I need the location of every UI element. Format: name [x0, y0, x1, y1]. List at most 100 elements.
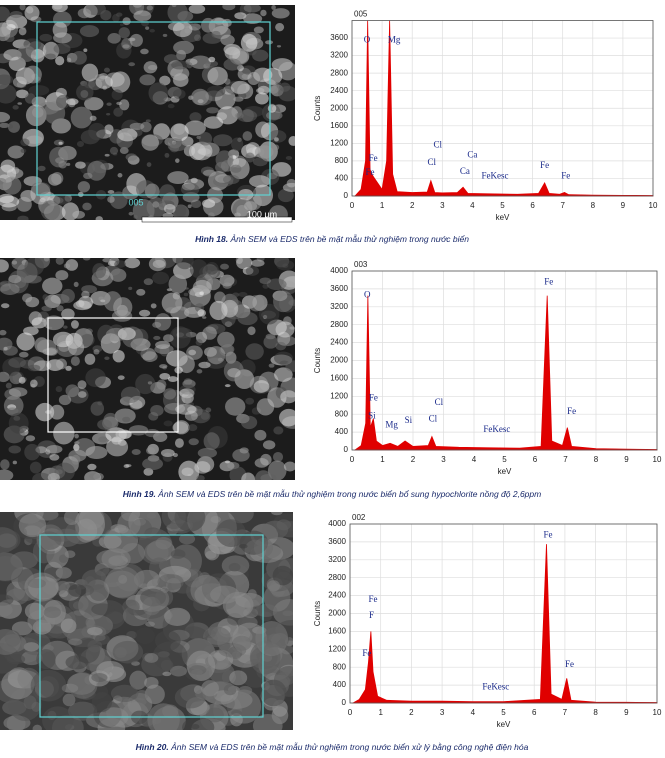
grain [160, 659, 174, 671]
grain [7, 145, 25, 159]
grain [128, 331, 135, 339]
grain [220, 691, 253, 709]
y-tick-label: 1200 [330, 138, 348, 147]
grain [31, 317, 47, 329]
grain [216, 519, 246, 548]
grain [23, 65, 42, 84]
grain [276, 519, 292, 531]
grain [254, 429, 267, 441]
grain [167, 376, 179, 383]
grain [58, 141, 63, 145]
grain [119, 23, 125, 26]
grain [100, 299, 106, 303]
grain [107, 196, 115, 203]
grain [51, 172, 64, 185]
grain [73, 281, 79, 288]
grain [125, 464, 132, 468]
grain [124, 258, 141, 269]
grain [68, 638, 83, 646]
grain [79, 25, 100, 38]
caption-text: Ảnh SEM và EDS trên bề mặt mẫu thử nghiệ… [228, 233, 469, 244]
grain [104, 124, 114, 135]
grain [261, 310, 277, 320]
y-tick-label: 3600 [330, 284, 348, 293]
grain [155, 340, 171, 350]
grain [129, 33, 143, 47]
grain [271, 5, 276, 10]
grain [18, 513, 47, 538]
grain [153, 335, 161, 341]
peak-label: Fe [565, 659, 574, 669]
grain [52, 331, 74, 348]
grain [112, 349, 125, 363]
grain [65, 384, 79, 398]
grain [161, 512, 186, 530]
grain [189, 665, 207, 675]
grain [104, 356, 110, 361]
peak-label: Fe [567, 406, 576, 416]
grain [17, 215, 29, 220]
grain [148, 82, 169, 104]
grain [143, 278, 154, 286]
grain [96, 549, 126, 566]
grain [203, 116, 224, 129]
grain [277, 188, 294, 203]
grain [223, 58, 242, 71]
grain [85, 368, 106, 388]
grain [70, 356, 80, 366]
grain [160, 448, 175, 458]
grain [117, 375, 125, 380]
grain [112, 14, 120, 23]
x-tick-label: 10 [653, 708, 662, 717]
caption: Hình 18. Ảnh SEM và EDS trên bề mặt mẫu … [195, 233, 469, 244]
grain [163, 611, 173, 620]
grain [172, 421, 189, 434]
grain [55, 94, 71, 109]
grain [232, 292, 240, 298]
grain [121, 38, 133, 50]
peak-label: Cl [435, 397, 444, 407]
grain [256, 398, 275, 416]
grain [67, 701, 98, 721]
grain [174, 438, 184, 448]
grain [225, 397, 246, 416]
grain [203, 169, 216, 177]
grain [0, 283, 20, 295]
grain [150, 303, 157, 309]
x-tick-label: 3 [441, 455, 446, 464]
grain [238, 292, 248, 298]
grain [138, 309, 151, 317]
grain [18, 27, 27, 36]
grain [106, 113, 111, 116]
grain [263, 67, 283, 85]
grain [224, 78, 231, 85]
grain [72, 210, 85, 219]
grain [140, 48, 149, 55]
grain [267, 104, 277, 113]
x-tick-label: 9 [624, 708, 629, 717]
grain [274, 351, 293, 365]
grain [36, 531, 62, 551]
grain [288, 136, 295, 146]
grain [206, 85, 226, 97]
grain [61, 308, 75, 320]
grain [242, 131, 253, 141]
grain [120, 386, 141, 403]
grain [215, 150, 234, 170]
grain [243, 5, 261, 13]
grain [178, 460, 200, 480]
grain [106, 437, 129, 457]
grain [0, 6, 10, 22]
grain [55, 56, 65, 66]
grain [271, 8, 290, 19]
x-tick-label: 5 [500, 201, 505, 210]
peak-label: Si [368, 411, 376, 421]
grain [145, 119, 151, 123]
grain [162, 671, 172, 677]
grain [228, 562, 241, 572]
grain [243, 13, 263, 25]
y-tick-label: 3200 [330, 51, 348, 60]
grain [118, 27, 130, 39]
x-tick-label: 3 [440, 708, 445, 717]
peak-label: Cl [429, 414, 438, 424]
